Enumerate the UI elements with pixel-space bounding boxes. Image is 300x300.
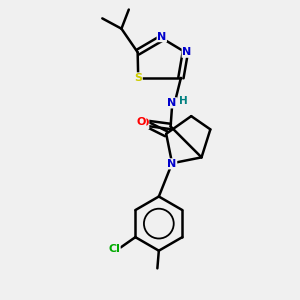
Text: O: O <box>140 118 149 128</box>
Text: H: H <box>179 96 188 106</box>
Text: N: N <box>167 98 177 108</box>
Text: N: N <box>182 47 191 57</box>
Text: S: S <box>134 73 142 83</box>
Text: O: O <box>136 117 146 127</box>
Text: N: N <box>167 159 177 169</box>
Text: Cl: Cl <box>108 244 120 254</box>
Text: N: N <box>157 32 167 42</box>
